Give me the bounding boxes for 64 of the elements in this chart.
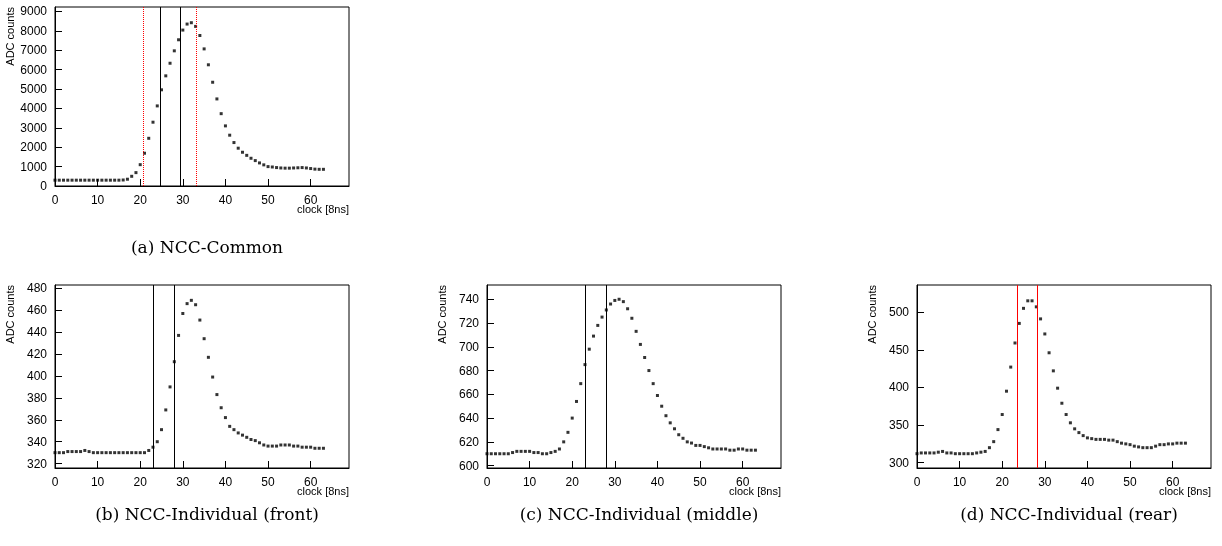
y-axis-title: ADC counts — [435, 284, 448, 344]
y-tick-label: 3000 — [20, 120, 48, 135]
text: (c) NCC-Individual (middle) — [519, 503, 759, 524]
text: (d) NCC-Individual (rear) — [960, 503, 1178, 524]
x-tick-label: 20 — [133, 193, 148, 207]
y-tick-label: 350 — [888, 418, 910, 433]
x-tick-label: 50 — [261, 193, 276, 207]
x-tick-label: 30 — [608, 475, 622, 489]
x-tick-label: 0 — [51, 475, 59, 489]
text: (b) NCC-Individual (front) — [95, 503, 319, 524]
y-tick-label: 680 — [458, 363, 480, 378]
x-tick-label: 10 — [522, 475, 537, 489]
x-tick-label: 40 — [218, 475, 233, 489]
x-tick-label: 20 — [133, 475, 148, 489]
x-tick-label: 0 — [913, 475, 921, 489]
y-axis-title: ADC counts — [865, 284, 878, 344]
y-tick-label: 420 — [26, 347, 48, 362]
y-tick-label: 5000 — [20, 82, 48, 97]
y-tick-label: 8000 — [20, 23, 48, 38]
y-tick-label: 620 — [458, 434, 480, 449]
x-tick-label: 50 — [261, 475, 276, 489]
y-tick-label: 320 — [26, 456, 48, 471]
y-tick-label: 1000 — [20, 159, 48, 174]
y-tick-label: 660 — [458, 387, 480, 402]
y-axis-title: ADC counts — [3, 6, 16, 66]
x-tick-label: 30 — [1038, 475, 1052, 489]
x-tick-label: 20 — [565, 475, 580, 489]
y-tick-label: 640 — [458, 411, 480, 426]
y-tick-label: 380 — [26, 390, 48, 405]
y-tick-label: 400 — [888, 380, 910, 395]
x-tick-label: 10 — [90, 475, 105, 489]
y-tick-label: 700 — [458, 339, 480, 354]
y-tick-label: 9000 — [20, 4, 48, 19]
y-tick-label: 600 — [458, 458, 480, 473]
y-tick-label: 460 — [26, 303, 48, 318]
x-tick-label: 10 — [90, 193, 105, 207]
x-tick-label: 40 — [650, 475, 665, 489]
x-tick-label: 0 — [483, 475, 491, 489]
y-tick-label: 400 — [26, 368, 48, 383]
text: (a) NCC-Common — [130, 236, 284, 257]
x-tick-label: 30 — [176, 475, 190, 489]
y-tick-label: 740 — [458, 292, 480, 307]
y-tick-label: 0 — [40, 179, 48, 193]
x-tick-label: 10 — [952, 475, 967, 489]
y-tick-label: 2000 — [20, 140, 48, 155]
x-tick-label: 30 — [176, 193, 190, 207]
x-tick-label: 50 — [1123, 475, 1138, 489]
y-tick-label: 450 — [888, 342, 910, 357]
x-tick-label: 20 — [995, 475, 1010, 489]
y-tick-label: 500 — [888, 305, 910, 320]
x-tick-label: 50 — [693, 475, 708, 489]
y-tick-label: 4000 — [20, 101, 48, 116]
y-tick-label: 360 — [26, 412, 48, 427]
y-tick-label: 340 — [26, 434, 48, 449]
y-tick-label: 300 — [888, 455, 910, 470]
x-tick-label: 0 — [51, 193, 59, 207]
y-tick-label: 720 — [458, 316, 480, 331]
y-axis-title: ADC counts — [3, 284, 16, 344]
x-tick-label: 40 — [1080, 475, 1095, 489]
y-tick-label: 440 — [26, 325, 48, 340]
y-tick-label: 7000 — [20, 43, 48, 58]
y-tick-label: 480 — [26, 281, 48, 296]
y-tick-label: 6000 — [20, 62, 48, 77]
x-tick-label: 40 — [218, 193, 233, 207]
